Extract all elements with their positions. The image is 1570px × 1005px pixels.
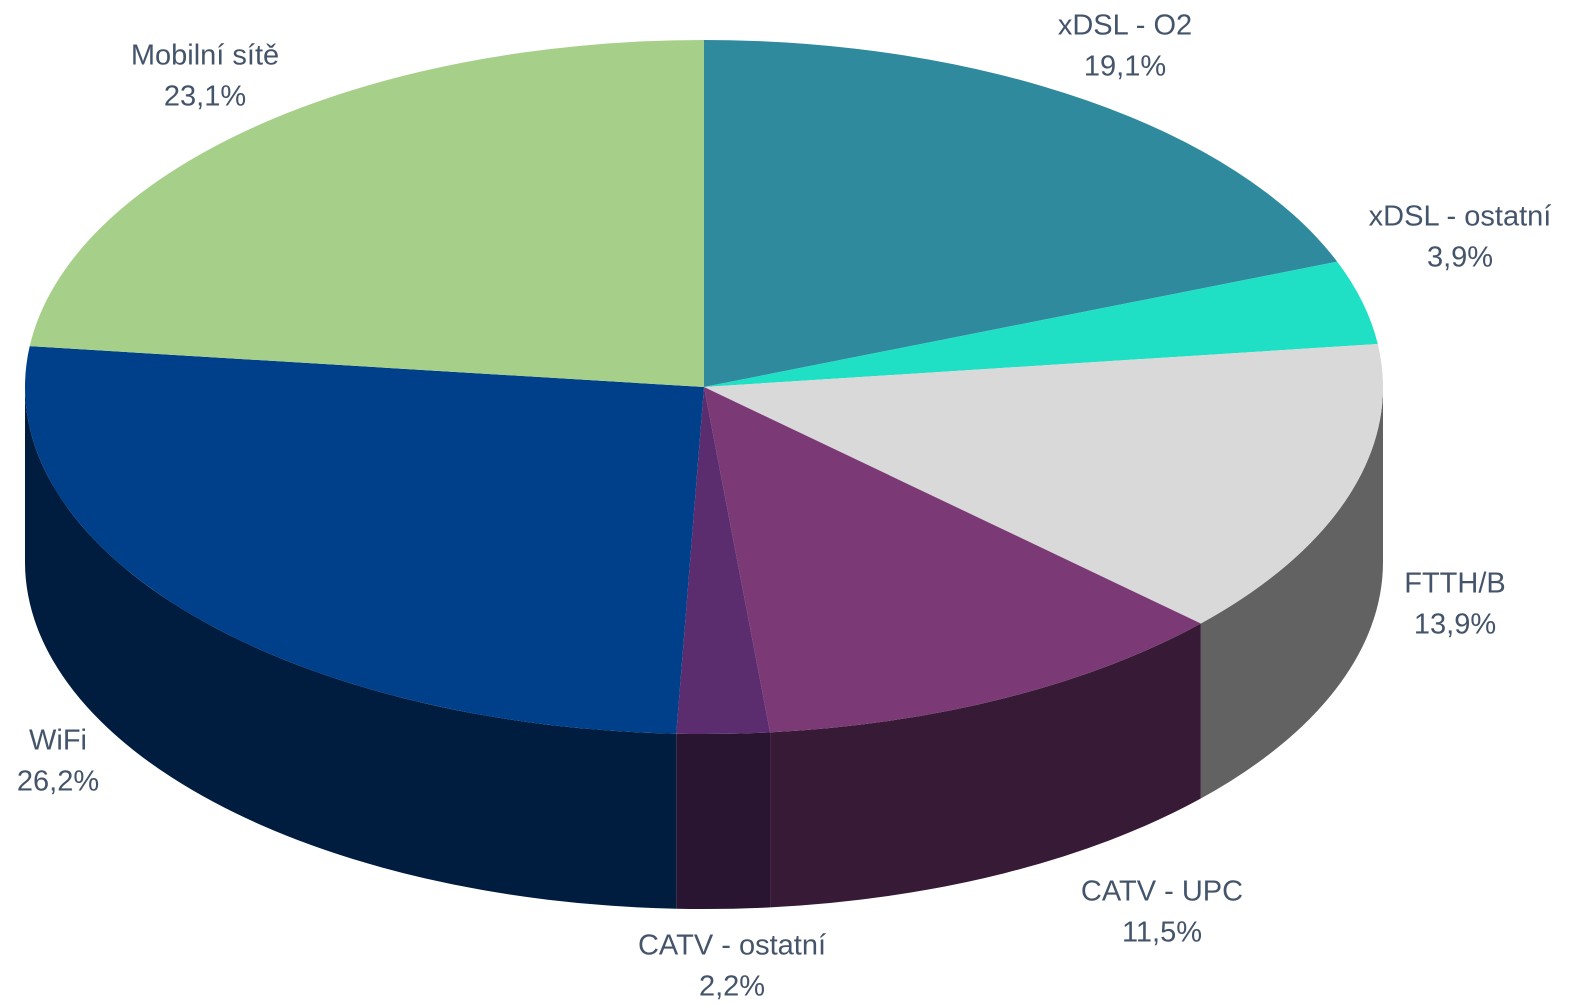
slice-side (770, 623, 1201, 908)
slice-label: xDSL - ostatní (1369, 201, 1552, 233)
slice (704, 40, 1338, 387)
slice-value: 23,1% (164, 81, 246, 113)
slice-value: 2,2% (699, 971, 765, 1003)
slice (676, 387, 771, 734)
slice-side (1200, 387, 1383, 799)
slice-value: 13,9% (1414, 609, 1496, 641)
slice-side (24, 387, 677, 909)
slice (704, 261, 1378, 387)
slice (704, 387, 1201, 733)
slice-label: WiFi (29, 725, 87, 757)
slice (29, 40, 704, 387)
slice-label: CATV - ostatní (638, 930, 826, 962)
slice-label: CATV - UPC (1081, 876, 1243, 908)
slice-label: xDSL - O2 (1058, 10, 1192, 42)
slice-value: 26,2% (17, 766, 99, 798)
slice-value: 19,1% (1084, 51, 1166, 83)
slice (25, 346, 705, 734)
slice-label: FTTH/B (1404, 568, 1506, 600)
slice-label: Mobilní sítě (131, 40, 279, 72)
slice-value: 11,5% (1122, 917, 1202, 949)
slice-value: 3,9% (1427, 242, 1493, 274)
slice (704, 344, 1383, 624)
slice-side (676, 732, 771, 909)
